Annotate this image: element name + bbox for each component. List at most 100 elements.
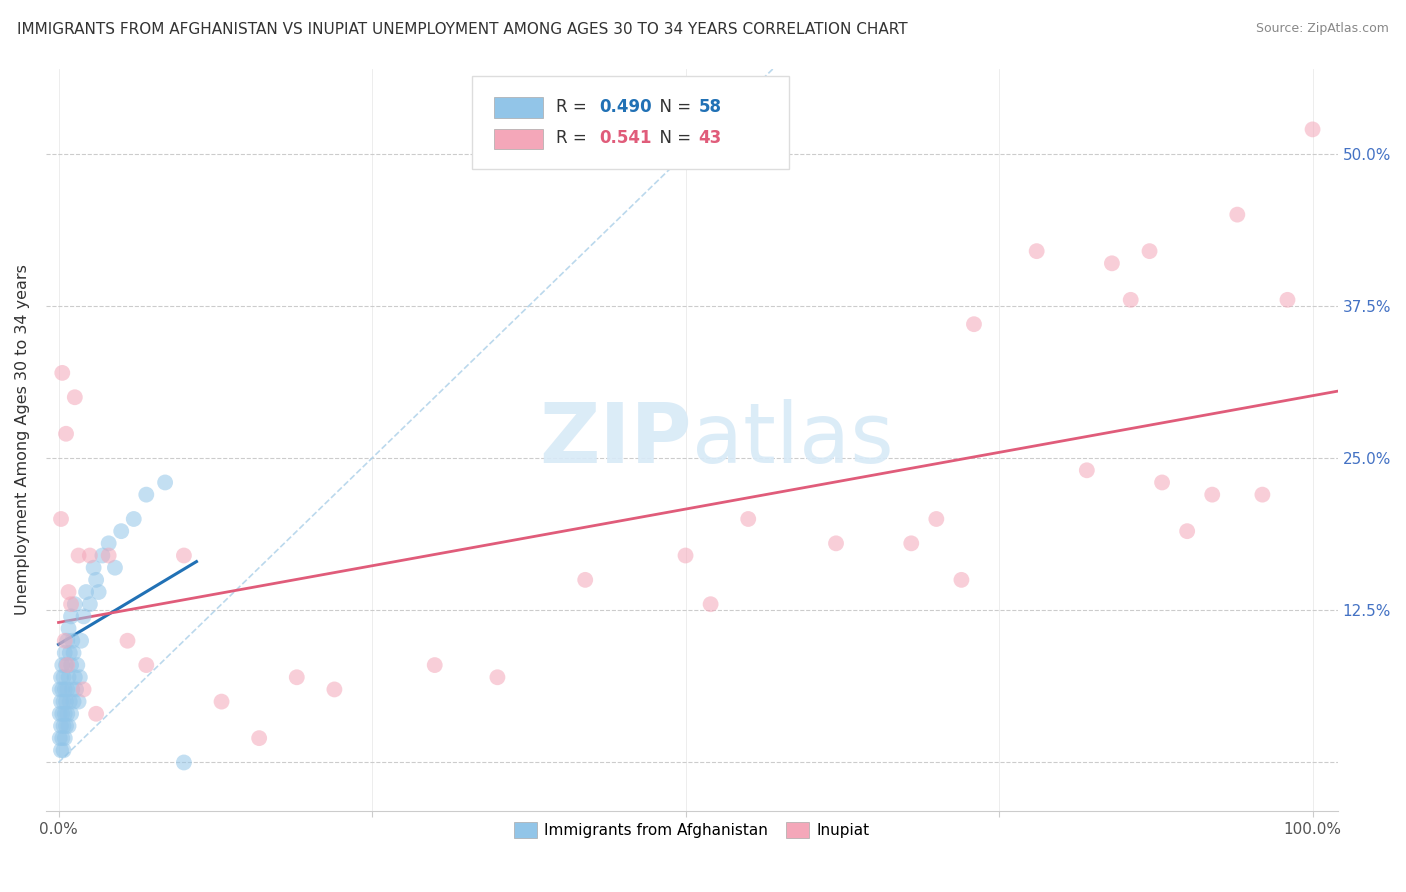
Point [84, 706, 107, 721]
Point [737, 512, 759, 526]
Point [53, 731, 76, 746]
Legend: Immigrants from Afghanistan, Inupiat: Immigrants from Afghanistan, Inupiat [508, 816, 876, 845]
Point [51, 682, 73, 697]
Text: 0.541: 0.541 [599, 129, 651, 147]
Point [104, 560, 127, 574]
Point [70, 633, 93, 648]
Point [87, 585, 110, 599]
Point [52, 719, 75, 733]
Point [60, 597, 83, 611]
Point [574, 573, 596, 587]
Text: Source: ZipAtlas.com: Source: ZipAtlas.com [1256, 22, 1389, 36]
Point [79, 549, 101, 563]
Point [63, 597, 86, 611]
Point [486, 670, 509, 684]
Point [925, 512, 948, 526]
Point [1175, 524, 1198, 538]
Point [1152, 475, 1174, 490]
Point [51, 706, 73, 721]
Point [60, 706, 83, 721]
Point [59, 695, 82, 709]
Point [1076, 463, 1098, 477]
Point [1139, 244, 1161, 259]
Point [1025, 244, 1047, 259]
Point [79, 597, 101, 611]
Point [67, 695, 90, 709]
Y-axis label: Unemployment Among Ages 30 to 34 years: Unemployment Among Ages 30 to 34 years [15, 264, 30, 615]
Point [60, 658, 83, 673]
Point [52, 670, 75, 684]
Point [49, 719, 72, 733]
Point [58, 719, 80, 733]
Point [49, 682, 72, 697]
Point [55, 426, 77, 441]
Point [153, 475, 176, 490]
Point [51, 731, 73, 746]
Point [55, 719, 77, 733]
Point [97, 536, 120, 550]
Point [963, 317, 986, 331]
Point [58, 585, 80, 599]
Point [1201, 488, 1223, 502]
Point [675, 549, 697, 563]
Point [63, 390, 86, 404]
Point [950, 573, 973, 587]
Point [91, 549, 114, 563]
Point [53, 706, 76, 721]
Point [58, 622, 80, 636]
Point [49, 512, 72, 526]
Point [825, 536, 848, 550]
Point [60, 682, 83, 697]
Point [53, 682, 76, 697]
Point [49, 670, 72, 684]
Point [699, 597, 721, 611]
Point [56, 658, 79, 673]
Point [60, 633, 83, 648]
Point [58, 670, 80, 684]
Point [1251, 488, 1274, 502]
FancyBboxPatch shape [472, 76, 789, 169]
Point [84, 573, 107, 587]
Text: ZIP: ZIP [540, 400, 692, 481]
Point [56, 706, 79, 721]
Text: atlas: atlas [692, 400, 894, 481]
Point [97, 549, 120, 563]
Point [69, 670, 91, 684]
Point [52, 695, 75, 709]
Point [122, 512, 145, 526]
Point [49, 695, 72, 709]
Text: R =: R = [557, 98, 592, 116]
Point [323, 682, 346, 697]
Point [1101, 256, 1123, 270]
Point [59, 646, 82, 660]
Point [110, 524, 132, 538]
Point [1277, 293, 1299, 307]
Point [55, 695, 77, 709]
Point [53, 646, 76, 660]
Point [423, 658, 446, 673]
Point [55, 658, 77, 673]
Text: N =: N = [650, 98, 696, 116]
Point [135, 658, 157, 673]
Text: R =: R = [557, 129, 592, 147]
Point [56, 633, 79, 648]
Point [62, 646, 84, 660]
Point [49, 706, 72, 721]
Point [62, 695, 84, 709]
Point [52, 743, 75, 757]
Point [56, 682, 79, 697]
Point [51, 366, 73, 380]
Point [173, 549, 195, 563]
Point [65, 682, 87, 697]
Point [72, 682, 94, 697]
Text: N =: N = [650, 129, 696, 147]
Point [135, 488, 157, 502]
Text: 58: 58 [699, 98, 721, 116]
Point [173, 756, 195, 770]
Point [51, 658, 73, 673]
Point [83, 560, 105, 574]
Point [75, 585, 97, 599]
Point [247, 731, 270, 746]
Point [1302, 122, 1324, 136]
FancyBboxPatch shape [494, 128, 543, 150]
